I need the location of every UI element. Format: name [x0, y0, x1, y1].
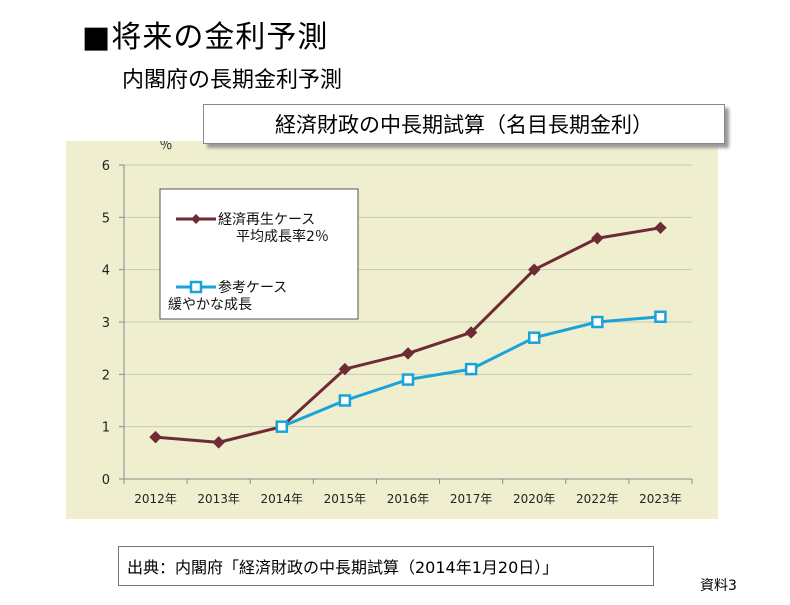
- y-axis-label: ％: [159, 141, 172, 153]
- y-tick-label: 3: [102, 316, 110, 331]
- data-point: [591, 315, 604, 329]
- line-chart: 0 1 2 3 4 5 6 2012年 2013年 2014年 2015年 2016年 2017年 202…: [102, 141, 693, 506]
- x-tick-label: 2014年: [261, 492, 304, 506]
- data-point: [338, 394, 352, 407]
- data-point: [654, 310, 667, 324]
- data-point: [275, 420, 289, 433]
- y-tick-label: 1: [102, 421, 110, 436]
- x-tick-label: 2017年: [450, 492, 493, 506]
- data-point: [212, 436, 225, 449]
- data-point: [401, 373, 415, 386]
- legend-sublabel: 平均成長率2％: [236, 228, 329, 245]
- x-tick-label: 2012年: [134, 492, 177, 506]
- data-point: [654, 221, 667, 235]
- y-tick-label: 4: [102, 264, 110, 279]
- legend-marker: [189, 280, 203, 294]
- data-point: [464, 362, 478, 376]
- x-tick-label: 2013年: [197, 492, 240, 506]
- x-tick-label: 2022年: [576, 492, 619, 506]
- data-point: [401, 347, 415, 360]
- chart-panel: 0 1 2 3 4 5 6 2012年 2013年 2014年 2015年 2016年 2017年 202…: [66, 141, 718, 519]
- data-point: [591, 232, 604, 245]
- source-note: 出典：内閣府「経済財政の中長期試算（2014年1月20日）」: [118, 546, 654, 586]
- x-tick-label: 2016年: [387, 492, 430, 506]
- x-tick-label: 2015年: [324, 492, 367, 506]
- legend-sublabel: 緩やかな成長: [168, 297, 252, 313]
- data-point: [527, 331, 541, 344]
- document-reference: 資料3: [700, 578, 737, 594]
- data-point: [528, 263, 541, 276]
- data-point: [338, 362, 352, 376]
- page-title: ■将来の金利予測: [82, 20, 329, 55]
- legend-label: 経済再生ケース: [218, 212, 315, 228]
- data-point: [149, 430, 162, 444]
- y-tick-label: 0: [102, 473, 110, 488]
- y-tick-label: 2: [102, 368, 110, 383]
- legend-box: [159, 188, 359, 320]
- chart-caption: 経済財政の中長期試算（名目長期金利）: [203, 104, 725, 144]
- x-tick-label: 2020年: [513, 492, 556, 506]
- data-point: [464, 326, 478, 339]
- y-tick-label: 5: [102, 211, 110, 226]
- legend-marker: [191, 214, 201, 224]
- legend-label: 参考ケース: [218, 279, 287, 296]
- x-tick-label: 2023年: [639, 492, 682, 506]
- page-subtitle: 内閣府の長期金利予測: [122, 68, 343, 93]
- y-tick-label: 6: [102, 159, 110, 174]
